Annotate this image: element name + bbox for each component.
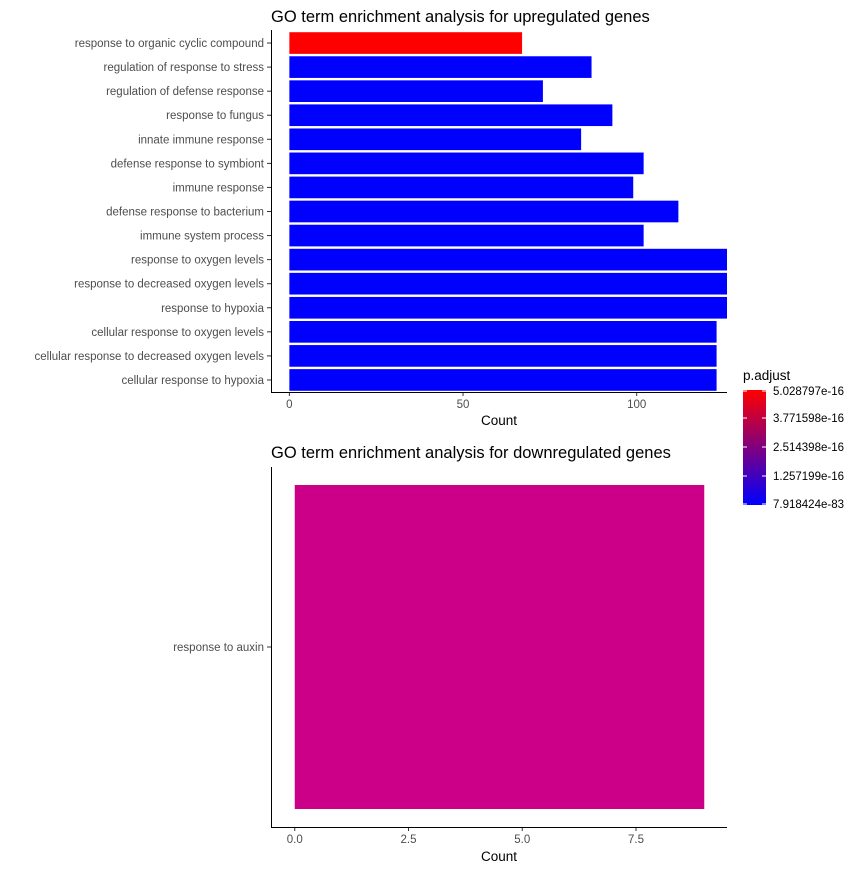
bar-regulation-of-response-to-stress [289, 56, 592, 78]
legend-ticks: 5.028797e-16 3.771598e-16 2.514398e-16 1.25… [743, 386, 844, 511]
y-tick-label: defense response to symbiont [111, 158, 265, 170]
y-tick-label: response to organic cyclic compound [75, 38, 264, 50]
y-tick-label: cellular response to oxygen levels [91, 327, 264, 339]
legend-title: p.adjust [743, 368, 791, 383]
y-tick-label: response to hypoxia [161, 303, 265, 315]
bar-cellular-response-to-oxygen-levels [289, 321, 717, 343]
legend-tick-label: 1.257199e-16 [773, 471, 844, 483]
legend-tick-label: 3.771598e-16 [773, 413, 844, 425]
bar-group-upregulated [289, 32, 727, 391]
bar-response-to-hypoxia [289, 296, 727, 319]
bar-response-to-oxygen-levels [289, 248, 727, 271]
bar-response-to-organic-cyclic-compound [289, 32, 523, 54]
y-tick-label: response to decreased oxygen levels [74, 279, 264, 291]
y-tick-label: response to oxygen levels [131, 255, 264, 267]
y-tick-label: defense response to bacterium [106, 207, 264, 219]
chart-panel-upregulated: GO term enrichment analysis for upregula… [35, 8, 727, 428]
y-tick-label: cellular response to decreased oxygen le… [35, 351, 265, 363]
x-tick-label: 0.0 [287, 834, 303, 846]
y-tick-label: immune system process [140, 231, 264, 243]
x-tick-label: 0 [286, 399, 292, 411]
chart-title-downregulated: GO term enrichment analysis for downregu… [271, 444, 671, 462]
y-tick-label: cellular response to hypoxia [121, 375, 264, 387]
bar-defense-response-to-bacterium [289, 200, 679, 223]
bar-defense-response-to-symbiont [289, 152, 644, 175]
y-tick-label: immune response [173, 182, 264, 194]
x-tick-label: 7.5 [628, 834, 644, 846]
x-axis-label-upregulated: Count [481, 413, 517, 428]
bar-regulation-of-defense-response [289, 80, 543, 102]
x-axis-label-downregulated: Count [481, 849, 517, 864]
legend-tick-label: 2.514398e-16 [773, 442, 844, 454]
y-tick-labels-downregulated: response to auxin [173, 642, 271, 654]
bar-innate-immune-response [289, 128, 582, 151]
x-ticks-upregulated: 0 50 100 [286, 392, 646, 411]
legend-tick-label: 7.918424e-83 [773, 499, 844, 511]
bar-response-to-auxin [294, 485, 705, 809]
legend-tick-label: 5.028797e-16 [773, 386, 844, 398]
bar-response-to-decreased-oxygen-levels [289, 272, 727, 295]
bar-cellular-response-to-hypoxia [289, 369, 717, 391]
bar-immune-system-process [289, 224, 644, 247]
bar-response-to-fungus [289, 104, 613, 127]
chart-title-upregulated: GO term enrichment analysis for upregula… [271, 8, 650, 26]
x-tick-label: 2.5 [401, 834, 417, 846]
bar-immune-response [289, 176, 634, 199]
bar-cellular-response-to-decreased-oxygen-levels [289, 345, 717, 367]
legend-color-bar [743, 390, 766, 505]
x-ticks-downregulated: 0.0 2.5 5.0 7.5 [287, 827, 644, 846]
y-tick-labels-upregulated: response to organic cyclic compound regul… [35, 38, 271, 387]
y-tick-label: response to fungus [166, 110, 264, 122]
y-tick-label: regulation of defense response [106, 86, 264, 98]
chart-panel-downregulated: GO term enrichment analysis for downregu… [173, 444, 727, 864]
y-tick-label: innate immune response [138, 134, 264, 146]
x-tick-label: 5.0 [514, 834, 530, 846]
y-tick-label: regulation of response to stress [104, 62, 265, 74]
bar-group-downregulated [294, 485, 705, 809]
x-tick-label: 50 [457, 399, 470, 411]
y-tick-label: response to auxin [173, 642, 264, 654]
x-tick-label: 100 [627, 399, 646, 411]
legend-p-adjust: p.adjust 5.028797e-16 3.771598e-16 2.51439… [743, 368, 844, 511]
